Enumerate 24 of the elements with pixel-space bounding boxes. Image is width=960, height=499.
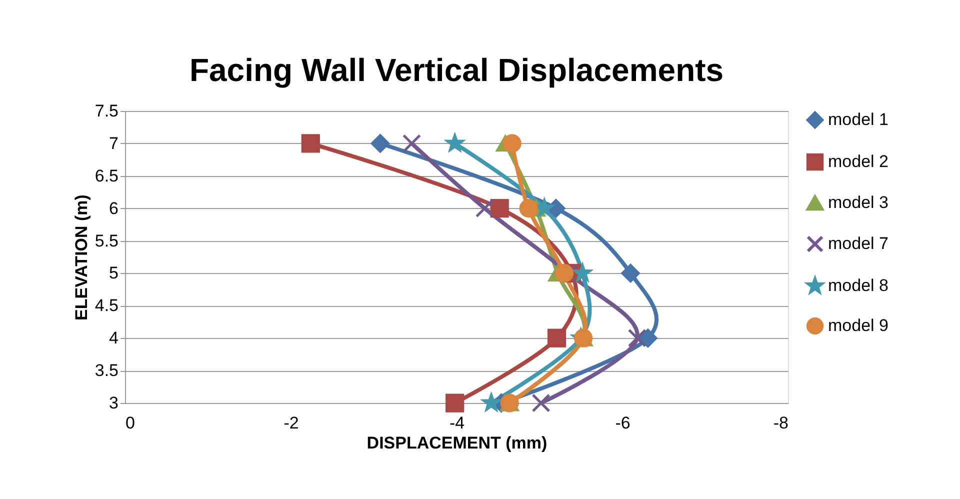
x-tick-label: -4 — [449, 414, 465, 432]
legend-label: model 2 — [828, 152, 888, 171]
y-tick-label: 7 — [109, 134, 118, 153]
y-tick-label: 4 — [109, 328, 118, 348]
y-tick-label: 3.5 — [94, 361, 118, 380]
y-tick-label: 6 — [109, 198, 118, 218]
x-axis-title: DISPLACEMENT (mm) — [366, 434, 548, 452]
y-tick-label: 6.5 — [94, 166, 118, 186]
legend-label: model 9 — [828, 316, 888, 335]
x-tick-label: -2 — [284, 414, 299, 432]
legend-label: model 8 — [828, 276, 888, 295]
legend-label: model 7 — [828, 234, 888, 253]
y-tick-label: 5.5 — [94, 231, 118, 250]
x-tick-label: -6 — [615, 414, 630, 432]
legend-label: model 3 — [828, 193, 888, 212]
y-axis-title: ELEVATION (m) — [72, 194, 91, 320]
x-tick-label: -8 — [773, 414, 788, 432]
legend-label: model 1 — [828, 110, 888, 129]
y-tick-label: 4.5 — [94, 296, 118, 316]
x-tick-label: 0 — [126, 414, 135, 432]
y-tick-label: 3 — [109, 394, 118, 412]
chart-title: Facing Wall Vertical Displacements — [189, 52, 724, 88]
y-tick-label: 7.5 — [94, 102, 118, 120]
y-tick-label: 5 — [109, 264, 118, 283]
